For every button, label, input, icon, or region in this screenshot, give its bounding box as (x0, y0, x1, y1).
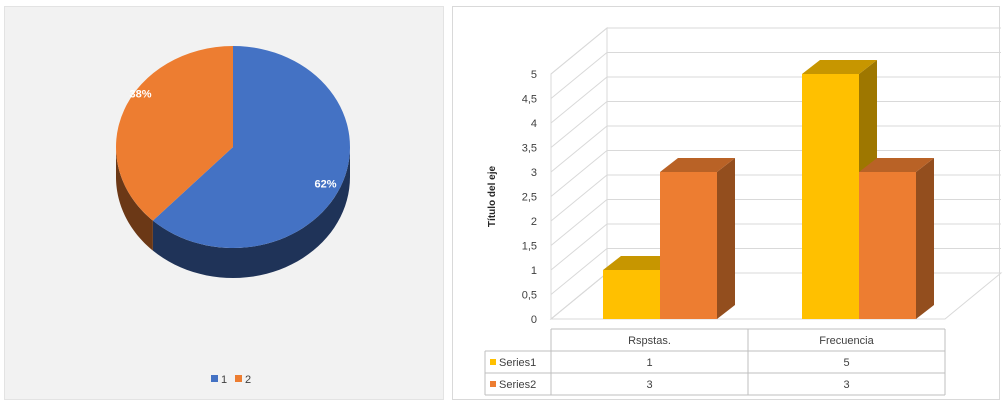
pie-slice-side-2 (116, 147, 153, 251)
pie-slice-1 (152, 46, 350, 249)
y-tick-label: 3,5 (522, 143, 537, 155)
bar-chart: 0 0,5 1 1,5 2 2,5 3 3,5 4 4,5 5 Título del eje Rspst… (484, 26, 1003, 396)
y-tick-label: 1,5 (522, 241, 537, 253)
gridline (550, 52, 1001, 99)
table-header-cell: Frecuencia (819, 335, 874, 347)
bar-top (802, 60, 877, 74)
bar-front (603, 270, 660, 319)
y-tick-label: 2 (531, 216, 537, 228)
pie-chart-panel: 62% 38% 1 2 (4, 6, 444, 400)
legend-swatch-1 (211, 375, 218, 382)
bar-front (859, 172, 916, 319)
table-value-cell: 3 (843, 379, 849, 391)
pie-sides (116, 147, 350, 278)
legend-key-Series2 (490, 381, 496, 387)
table-value-cell: 1 (646, 357, 652, 369)
table-value-cell: 3 (646, 379, 652, 391)
y-axis-title: Título del eje (487, 166, 498, 228)
y-tick-label: 4,5 (522, 94, 537, 106)
bar-top (660, 158, 735, 172)
bar-Series2-Frecuencia (859, 158, 934, 319)
pie-data-label: 62% (314, 179, 336, 191)
y-tick-label: 2,5 (522, 192, 537, 204)
legend-key-Series1 (490, 359, 496, 365)
gridline (550, 101, 1001, 148)
bar-Series2-Rspstas. (660, 158, 735, 319)
table-header-cell: Rspstas. (628, 335, 671, 347)
gridline (550, 27, 1001, 75)
y-tick-label: 1 (531, 265, 537, 277)
y-tick-label: 0 (531, 314, 537, 326)
bar-top (603, 256, 678, 270)
y-tick-label: 3 (531, 167, 537, 179)
table-series-name: Series2 (499, 379, 536, 391)
table-series-name: Series1 (499, 357, 536, 369)
table-value-cell: 5 (843, 357, 849, 369)
data-table: Rspstas. Frecuencia Series1 1 5 Series2 3 3 (484, 328, 946, 396)
legend-label: 2 (245, 374, 251, 386)
legend-label: 1 (221, 374, 227, 386)
bar-side (717, 158, 735, 319)
y-tick-label: 5 (531, 69, 537, 81)
pie-chart: 62%38%1 2 (115, 45, 350, 386)
gridline (550, 76, 1001, 124)
legend-swatch-2 (235, 375, 242, 382)
y-tick-label: 0,5 (522, 290, 537, 302)
pie-slice-side-1 (152, 147, 350, 278)
bar-front (660, 172, 717, 319)
bar-front (802, 74, 859, 319)
y-tick-label: 4 (531, 118, 537, 130)
bar-top (859, 158, 934, 172)
bar-chart-panel: 0 0,5 1 1,5 2 2,5 3 3,5 4 4,5 5 Título del eje Rspst… (452, 6, 1003, 400)
bar-side (916, 158, 934, 319)
pie-slice-2 (115, 45, 233, 221)
pie-data-label: 38% (129, 88, 151, 100)
